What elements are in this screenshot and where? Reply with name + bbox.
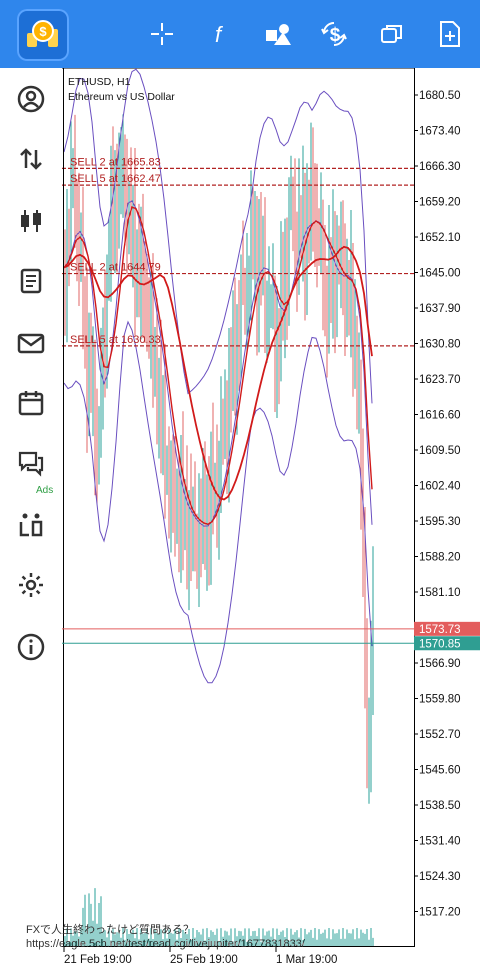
crosshair-button[interactable] — [142, 14, 182, 54]
new-chart-icon — [440, 21, 460, 47]
price-tick-label: 1531.40 — [419, 836, 461, 848]
order-lines: SELL 2 at 1665.83 SELL 5 at 1662.47 SELL 2… — [62, 156, 414, 347]
ads-badge: Ads — [36, 485, 54, 496]
price-tick-label: 1566.90 — [419, 658, 461, 670]
price-tick-label: 1630.80 — [419, 339, 461, 351]
mail-nav-button[interactable] — [10, 322, 52, 364]
chart-nav-button[interactable] — [10, 200, 52, 242]
trade-nav-button[interactable] — [10, 138, 52, 180]
chart-description: Ethereum vs US Dollar — [68, 91, 175, 103]
mail-icon — [17, 333, 45, 354]
svg-text:$: $ — [39, 24, 47, 39]
account-button[interactable] — [10, 78, 52, 120]
price-tick-label: 1517.20 — [419, 907, 461, 919]
chart-symbol: ETHUSD, H1 — [68, 76, 131, 88]
new-chart-button[interactable] — [430, 14, 470, 54]
price-tick-label: 1588.20 — [419, 552, 461, 564]
price-tick-label: 1645.00 — [419, 268, 461, 280]
crosshair-icon — [151, 23, 173, 45]
volume-layer — [64, 888, 374, 946]
price-axis: 1680.50 1673.40 1666.30 1659.20 1652.10 1645.… — [62, 90, 480, 919]
band-lower — [63, 320, 373, 684]
price-tick-label: 1524.30 — [419, 871, 461, 883]
price-tick-label: 1659.20 — [419, 197, 461, 209]
left-sidebar: Ads — [0, 68, 62, 968]
price-tick-label: 1616.60 — [419, 410, 461, 422]
order-label: SELL 5 at 1630.33 — [70, 334, 161, 346]
time-tick-label: 25 Feb 19:00 — [170, 954, 238, 966]
time-tick-label: 21 Feb 19:00 — [64, 954, 132, 966]
price-tick-label: 1559.80 — [419, 694, 461, 706]
community-nav-button[interactable] — [10, 504, 52, 546]
svg-text:$: $ — [330, 25, 341, 46]
ma-slow — [63, 245, 373, 501]
price-tick-label: 1673.40 — [419, 126, 461, 138]
price-tick-label: 1602.40 — [419, 481, 461, 493]
price-chart[interactable]: SELL 2 at 1665.83 SELL 5 at 1662.47 SELL 2… — [62, 67, 480, 968]
app-logo: $ — [17, 9, 69, 61]
trade-button[interactable]: $ — [314, 14, 354, 54]
windows-button[interactable] — [372, 14, 412, 54]
price-tick-label: 1581.10 — [419, 587, 461, 599]
calendar-nav-button[interactable] — [10, 382, 52, 424]
ma-fast — [63, 206, 373, 525]
ask-price-box — [414, 621, 480, 636]
top-toolbar: $ f $ — [0, 0, 480, 68]
order-label: SELL 5 at 1662.47 — [70, 173, 161, 185]
chat-nav-button[interactable] — [10, 442, 52, 484]
moving-average — [63, 206, 373, 525]
calendar-icon — [18, 391, 44, 416]
journal-icon — [20, 268, 42, 294]
bid-price-label: 1570.85 — [419, 638, 461, 650]
info-icon — [17, 633, 45, 661]
settings-nav-button[interactable] — [10, 564, 52, 606]
price-tick-label: 1609.50 — [419, 445, 461, 457]
price-tick-label: 1652.10 — [419, 232, 461, 244]
price-tick-label: 1545.60 — [419, 765, 461, 777]
indicators-button[interactable]: f — [198, 14, 238, 54]
candles-layer — [64, 114, 374, 804]
price-tick-label: 1680.50 — [419, 90, 461, 102]
band-upper — [63, 68, 373, 404]
dollar-sync-icon: $ — [321, 21, 347, 47]
price-tick-label: 1538.50 — [419, 800, 461, 812]
price-tick-label: 1623.70 — [419, 374, 461, 386]
settings-icon — [19, 573, 43, 597]
watermark-title: FXで人生終わったけど質問ある？ — [26, 924, 195, 936]
order-label: SELL 2 at 1644.79 — [70, 262, 161, 274]
price-tick-label: 1637.90 — [419, 303, 461, 315]
candles-icon — [21, 210, 41, 232]
objects-button[interactable] — [258, 14, 298, 54]
price-tick-label: 1666.30 — [419, 161, 461, 173]
info-nav-button[interactable] — [10, 626, 52, 668]
trade-arrows-icon — [20, 148, 42, 170]
ask-price-label: 1573.73 — [419, 624, 461, 636]
community-icon — [19, 513, 43, 537]
svg-text:f: f — [215, 22, 224, 47]
watermark-url: https://eagle.5ch.net/test/read.cgi/live… — [26, 938, 305, 950]
chart-canvas[interactable]: SELL 2 at 1665.83 SELL 5 at 1662.47 SELL 2… — [62, 67, 480, 968]
windows-icon — [381, 25, 402, 43]
indicator-f-icon: f — [215, 22, 224, 47]
journal-nav-button[interactable] — [10, 260, 52, 302]
chat-icon — [18, 451, 44, 477]
price-tick-label: 1595.30 — [419, 516, 461, 528]
bid-price-box — [414, 636, 480, 651]
time-axis: 21 Feb 19:00 25 Feb 19:00 1 Mar 19:00 — [63, 946, 337, 966]
order-label: SELL 2 at 1665.83 — [70, 156, 161, 168]
price-tick-label: 1552.70 — [419, 729, 461, 741]
time-tick-label: 1 Mar 19:00 — [276, 954, 337, 966]
account-icon — [17, 85, 45, 113]
objects-icon — [266, 24, 291, 45]
